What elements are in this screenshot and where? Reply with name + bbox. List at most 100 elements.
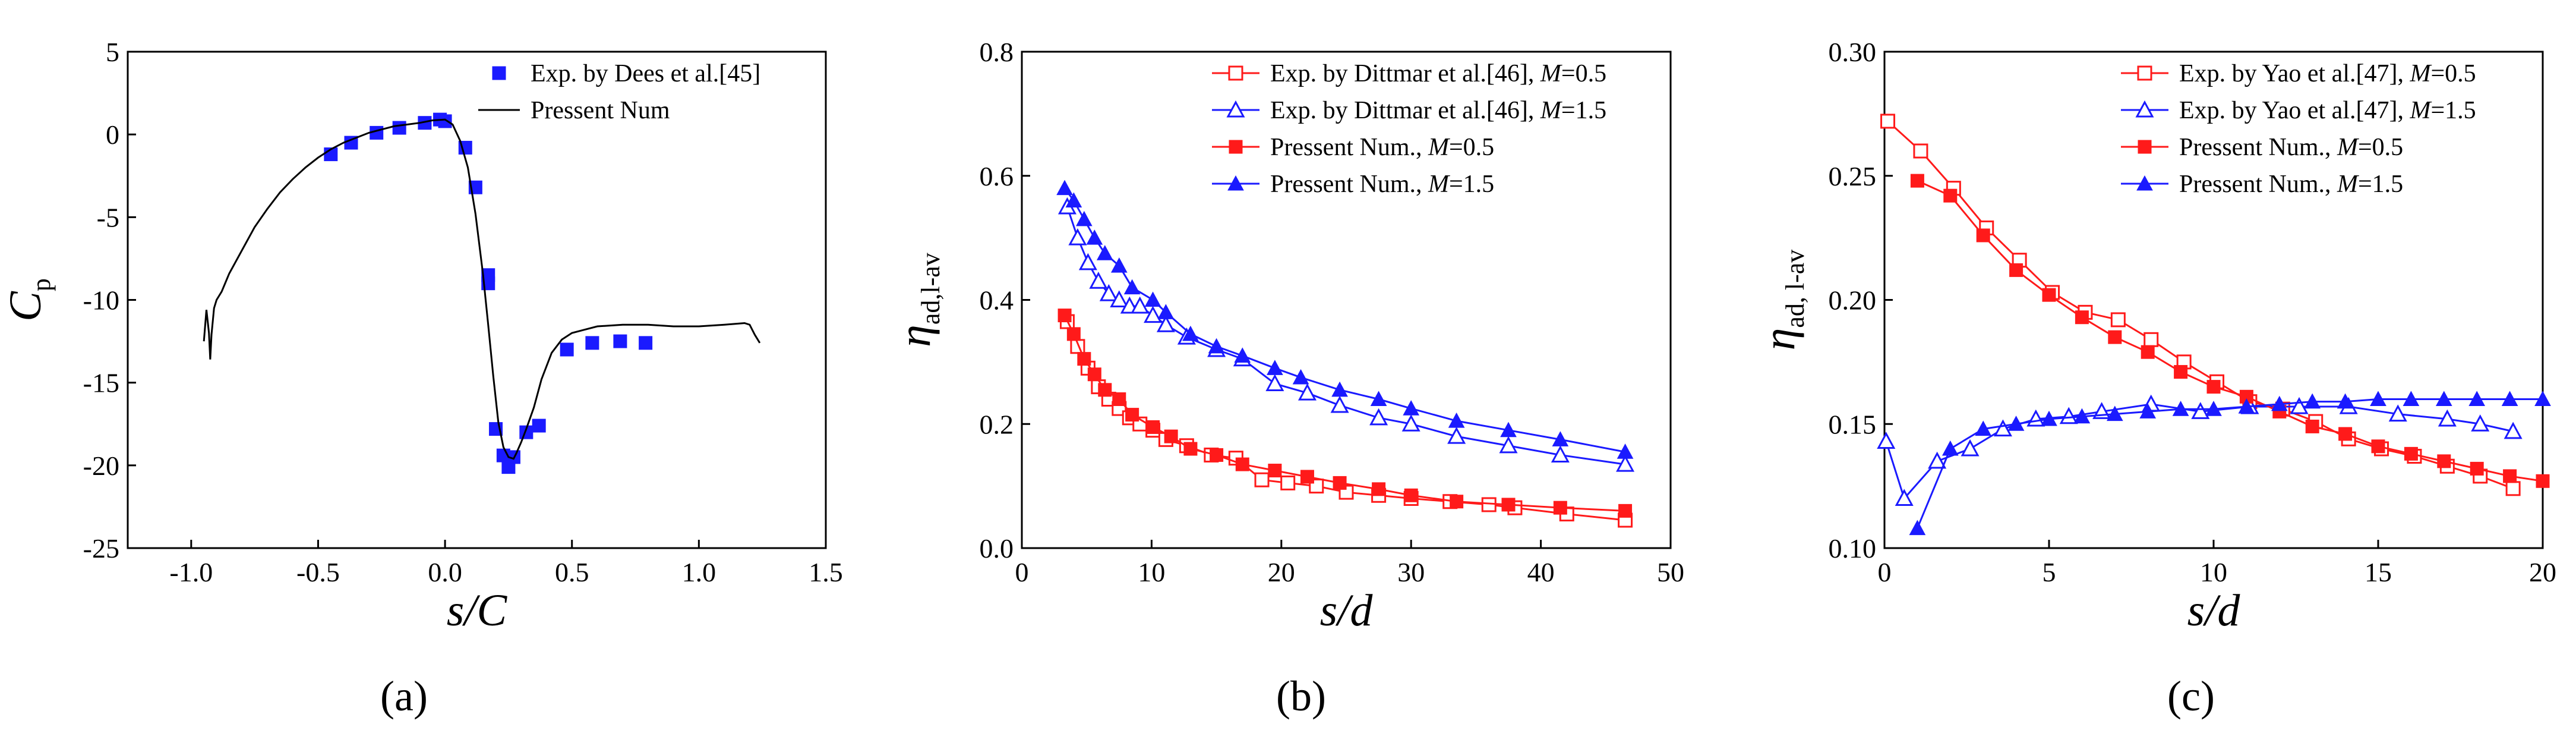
data-point bbox=[1066, 327, 1081, 341]
data-point bbox=[1078, 253, 1097, 270]
legend-label-var: M bbox=[1540, 60, 1562, 87]
legend-label-prefix: Exp. by Dittmar et al.[46], bbox=[1270, 60, 1540, 87]
data-point bbox=[1961, 439, 1980, 457]
data-point bbox=[1265, 374, 1284, 391]
plot-frame bbox=[1883, 51, 2544, 549]
x-tick-label: 1.0 bbox=[682, 557, 716, 587]
data-point bbox=[392, 121, 406, 135]
y-tick-label: -20 bbox=[83, 451, 119, 481]
x-tick-label: 10 bbox=[2200, 557, 2227, 587]
data-point bbox=[1235, 457, 1249, 471]
data-point bbox=[2338, 427, 2353, 441]
x-tick-label: 20 bbox=[2529, 557, 2556, 587]
data-point bbox=[1331, 381, 1348, 397]
data-point bbox=[1372, 482, 1386, 496]
y-axis-label-main: C bbox=[1, 291, 50, 322]
panel-label: (b) bbox=[1276, 672, 1326, 720]
legend-item: Exp. by Dittmar et al.[46], M=1.5 bbox=[1212, 97, 1606, 124]
series-3 bbox=[1909, 391, 2551, 536]
data-point bbox=[2388, 404, 2407, 422]
data-point bbox=[1928, 451, 1947, 469]
legend-item: Pressent Num., M=0.5 bbox=[2121, 134, 2403, 161]
data-point bbox=[1292, 369, 1309, 385]
legend-label-suffix: =1.5 bbox=[2430, 97, 2476, 124]
data-point bbox=[1208, 338, 1225, 354]
data-point bbox=[1913, 143, 1928, 159]
series-2 bbox=[1057, 309, 1633, 518]
y-tick-label: -5 bbox=[97, 202, 119, 232]
data-point bbox=[2504, 421, 2523, 439]
legend-item: Exp. by Yao et al.[47], M=1.5 bbox=[2121, 97, 2476, 124]
legend-label-var: M bbox=[2409, 60, 2432, 87]
y-axis-label-main: η bbox=[1754, 328, 1804, 351]
data-point bbox=[2290, 397, 2309, 414]
x-axis-label: s/d bbox=[1320, 586, 1374, 635]
legend-label: Pressent Num bbox=[531, 97, 670, 124]
data-point bbox=[1447, 426, 1466, 444]
data-point bbox=[1089, 272, 1108, 289]
y-tick-label: 0.6 bbox=[980, 161, 1014, 191]
legend-label: Pressent Num., M=0.5 bbox=[2179, 134, 2403, 161]
legend-label: Exp. by Dees et al.[45] bbox=[531, 60, 760, 87]
data-point bbox=[2205, 401, 2222, 416]
data-point bbox=[1131, 296, 1150, 314]
data-point bbox=[1087, 367, 1101, 382]
x-tick-label: 30 bbox=[1397, 557, 1425, 587]
data-point bbox=[2404, 446, 2418, 461]
legend-label: Exp. by Dittmar et al.[46], M=1.5 bbox=[1270, 97, 1606, 124]
data-point bbox=[1125, 408, 1139, 422]
data-point bbox=[1895, 489, 1914, 506]
x-axis-label: s/d bbox=[2187, 586, 2241, 635]
series-0 bbox=[324, 112, 653, 474]
data-point bbox=[1096, 245, 1113, 260]
y-axis-label: Cp bbox=[1, 278, 56, 322]
panel-label: (a) bbox=[380, 672, 428, 720]
data-point bbox=[1123, 279, 1141, 295]
data-point bbox=[2271, 395, 2288, 411]
y-tick-label: 5 bbox=[106, 37, 119, 67]
legend-label-var: M bbox=[1428, 134, 1450, 161]
data-point bbox=[1098, 383, 1112, 397]
y-axis-label-sub: p bbox=[27, 278, 56, 291]
legend-label-prefix: Pressent Num., bbox=[2179, 171, 2337, 198]
data-point bbox=[1146, 420, 1160, 434]
data-point bbox=[1110, 257, 1128, 273]
series-line bbox=[203, 118, 761, 460]
data-point bbox=[1450, 495, 1464, 509]
data-point bbox=[585, 336, 599, 350]
legend-label-suffix: =0.5 bbox=[1561, 60, 1606, 87]
data-point bbox=[1618, 504, 1633, 518]
legend-label: Pressent Num., M=1.5 bbox=[1270, 171, 1494, 198]
data-point bbox=[1552, 431, 1569, 446]
data-point bbox=[1110, 290, 1129, 308]
data-point bbox=[2501, 391, 2518, 407]
x-tick-label: 5 bbox=[2043, 557, 2056, 587]
data-point bbox=[1401, 414, 1420, 432]
legend-marker bbox=[1228, 65, 1243, 81]
legend-label: Exp. by Yao et al.[47], M=1.5 bbox=[2179, 97, 2476, 124]
data-point bbox=[2470, 461, 2484, 476]
data-point bbox=[1144, 291, 1161, 307]
legend-label-suffix: =0.5 bbox=[2358, 134, 2403, 161]
y-axis-label-main: η bbox=[890, 325, 940, 347]
data-point bbox=[2059, 407, 2078, 424]
legend-label-prefix: Exp. by Dittmar et al.[46], bbox=[1270, 97, 1540, 124]
legend-label-prefix: Pressent Num., bbox=[2179, 134, 2337, 161]
x-tick-label: 1.5 bbox=[809, 557, 843, 587]
data-point bbox=[1065, 192, 1082, 208]
x-tick-label: -1.0 bbox=[169, 557, 213, 587]
legend-item: Exp. by Dees et al.[45] bbox=[492, 60, 760, 87]
data-point bbox=[1234, 347, 1251, 363]
data-point bbox=[2471, 414, 2490, 432]
data-point bbox=[639, 336, 653, 350]
data-point bbox=[2141, 345, 2155, 359]
data-point bbox=[2143, 332, 2159, 347]
x-tick-label: 15 bbox=[2365, 557, 2392, 587]
series-line bbox=[1917, 398, 2543, 529]
data-point bbox=[2370, 391, 2386, 407]
y-tick-label: 0.30 bbox=[1829, 37, 1877, 67]
data-point bbox=[2191, 402, 2210, 419]
legend-label-suffix: =1.5 bbox=[2358, 171, 2403, 198]
legend-item: Pressent Num., M=0.5 bbox=[1212, 134, 1494, 161]
